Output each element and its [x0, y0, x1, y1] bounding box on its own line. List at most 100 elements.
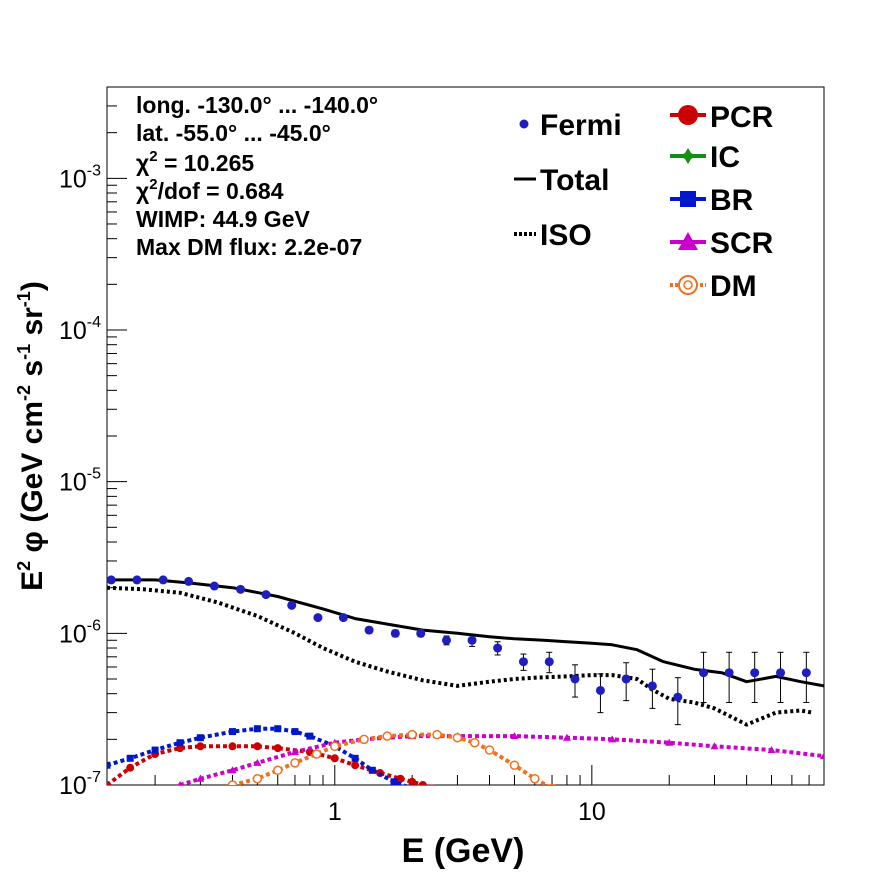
fermi-point	[107, 575, 116, 585]
series-br-marker	[274, 725, 282, 733]
fermi-point	[158, 575, 168, 585]
series-scr-line	[179, 734, 824, 785]
series-pcr-marker	[107, 781, 111, 785]
series-dm-marker	[382, 731, 392, 741]
series-scr-marker	[510, 732, 519, 740]
series-br-marker	[306, 732, 314, 740]
series-dm-marker	[509, 760, 520, 770]
legend-fermi-marker	[519, 119, 529, 129]
series-pcr-marker	[408, 777, 417, 785]
series-scr-marker	[710, 742, 719, 750]
fermi-point	[699, 668, 709, 678]
y-tick-label: 10-6	[59, 617, 101, 648]
series-dm-marker	[469, 737, 480, 748]
series-dm-marker	[290, 758, 300, 768]
fermi-point	[441, 635, 451, 645]
series-dm-marker	[530, 773, 540, 784]
series-total-line	[107, 578, 824, 688]
y-tick-label: 10-3	[59, 162, 101, 193]
series-pcr-marker	[253, 742, 262, 751]
series-pcr-marker	[430, 784, 435, 785]
series-scr-marker	[608, 735, 617, 743]
series-pcr-marker	[196, 742, 205, 751]
legend-pcr-marker	[678, 105, 698, 125]
axes: 1 10 10-7 10-6 10-5 10-4 10-3	[59, 86, 825, 826]
fermi-point	[595, 685, 605, 695]
fermi-point	[673, 692, 683, 702]
series-br-marker	[126, 754, 134, 762]
series-dm-line	[232, 732, 551, 785]
legend-right: PCR IC BR SCR DM	[670, 101, 774, 303]
series-scr-marker	[665, 738, 674, 746]
series-scr-marker	[196, 774, 205, 782]
series-dm-marker	[330, 741, 340, 752]
fermi-point	[776, 668, 786, 678]
series-br-marker	[151, 746, 159, 754]
series-scr-marker	[562, 733, 571, 741]
info-wimp: WIMP: 44.9 GeV	[136, 206, 310, 232]
legend-br-label: BR	[710, 184, 754, 217]
legend-scr-marker	[678, 232, 698, 250]
series-br-marker	[408, 784, 416, 785]
series-br-marker	[107, 761, 111, 769]
legend-dm-label: DM	[710, 270, 757, 303]
legend-dm-marker	[678, 275, 698, 295]
legend-br-marker	[680, 191, 696, 207]
legend-total-label: Total	[540, 164, 609, 197]
series-dm-marker	[311, 749, 322, 759]
fermi-point	[313, 613, 323, 623]
fermi-point	[518, 657, 528, 667]
series-scr-marker	[767, 746, 776, 754]
fermi-point	[184, 576, 194, 586]
series-dm-marker	[359, 734, 369, 745]
info-longitude: long. -130.0° ... -140.0°	[136, 92, 378, 118]
fermi-point	[236, 584, 246, 594]
legend-iso-label: ISO	[540, 219, 592, 252]
fermi-point	[647, 681, 657, 691]
series-br-marker	[228, 728, 236, 736]
series-pcr-marker	[228, 742, 237, 751]
fermi-point	[750, 668, 760, 678]
info-chi2: χ2 = 10.265	[136, 148, 254, 176]
series-scr-marker	[253, 758, 262, 766]
info-max-dm-flux: Max DM flux: 2.2e-07	[136, 234, 362, 260]
series-scr-marker	[290, 748, 299, 756]
info-chi2-dof: χ2/dof = 0.684	[136, 176, 284, 204]
series-br-marker	[196, 734, 204, 742]
fermi-point	[132, 575, 142, 585]
series-scr-marker	[228, 766, 237, 774]
series-dm-marker	[432, 729, 442, 740]
series-dm-marker	[227, 780, 238, 785]
y-tick-label: 10-7	[59, 769, 101, 800]
fermi-point	[467, 635, 477, 645]
fermi-point	[287, 600, 297, 610]
series-dm-marker	[548, 783, 556, 785]
x-tick-label: 10	[578, 798, 606, 826]
series-pcr-marker	[351, 761, 360, 770]
series-br-marker	[253, 725, 261, 733]
info-latitude: lat. -55.0° ... -45.0°	[136, 120, 331, 146]
fermi-point	[364, 625, 374, 635]
fermi-points	[107, 575, 811, 726]
fermi-point	[209, 581, 219, 591]
series-scr-marker	[177, 781, 183, 785]
legend-scr-label: SCR	[710, 227, 774, 260]
fermi-point	[390, 628, 400, 638]
series-br-marker	[176, 739, 184, 747]
series-br-marker	[291, 728, 299, 736]
series-dm-marker	[272, 765, 283, 776]
series-dm-marker	[452, 732, 463, 743]
series-dm-marker	[484, 745, 495, 755]
series-scr-marker	[820, 752, 824, 760]
series-br-marker	[368, 766, 376, 774]
x-tick-label: 1	[328, 798, 342, 826]
fermi-point	[261, 590, 271, 600]
legend-ic-marker	[680, 148, 696, 164]
fermi-point	[801, 668, 811, 678]
fermi-point	[493, 643, 503, 653]
x-axis-label: E (GeV)	[402, 832, 525, 870]
legend-pcr-label: PCR	[710, 101, 774, 134]
curves	[107, 578, 824, 785]
series-pcr-marker	[126, 763, 135, 772]
fermi-point	[621, 674, 631, 684]
